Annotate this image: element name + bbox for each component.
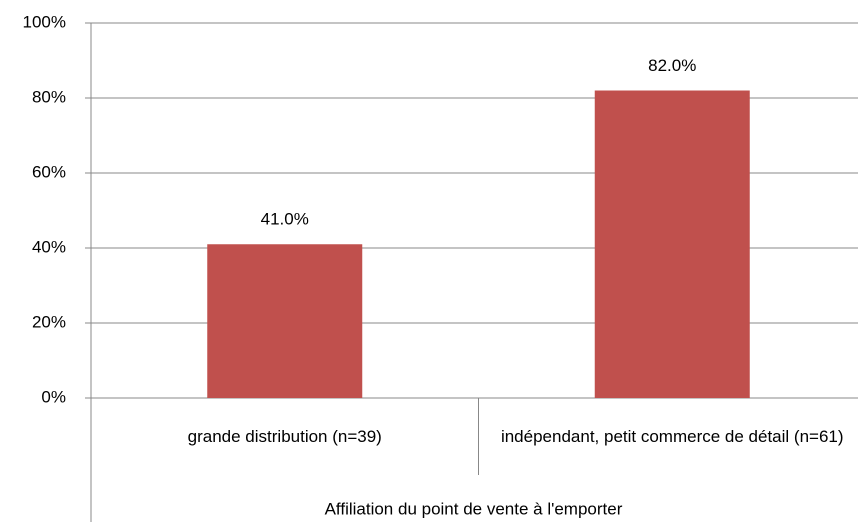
y-tick-label: 100%	[23, 12, 66, 31]
bar	[207, 244, 363, 398]
y-tick-label: 40%	[32, 237, 66, 256]
x-tick-label: indépendant, petit commerce de détail (n…	[500, 427, 844, 446]
x-axis-title: Affiliation du point de vente à l'emport…	[325, 499, 623, 518]
y-tick-label: 0%	[41, 387, 66, 406]
data-label: 41.0%	[261, 210, 309, 229]
bar	[594, 90, 750, 398]
y-tick-label: 60%	[32, 162, 66, 181]
data-label: 82.0%	[648, 56, 696, 75]
x-tick-label: grande distribution (n=39)	[187, 427, 382, 446]
y-tick-label: 80%	[32, 87, 66, 106]
y-tick-label: 20%	[32, 312, 66, 331]
